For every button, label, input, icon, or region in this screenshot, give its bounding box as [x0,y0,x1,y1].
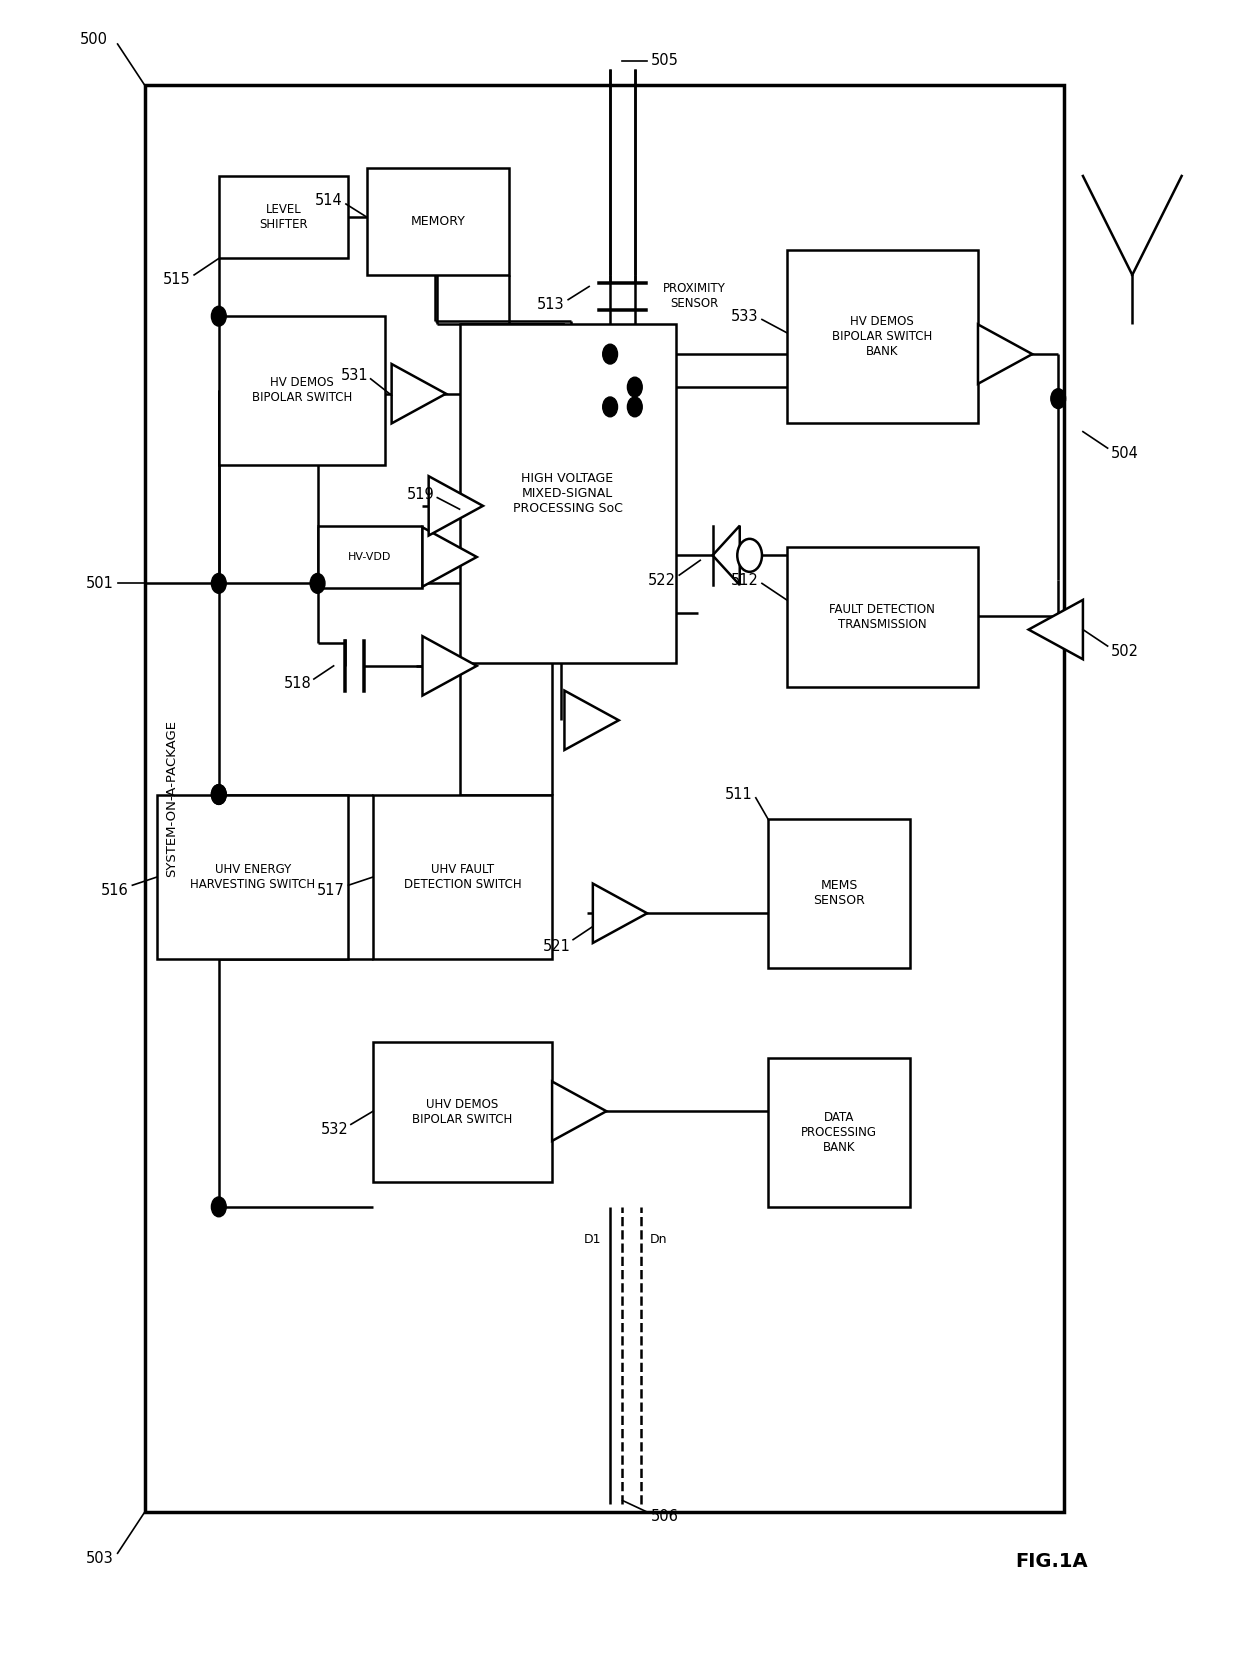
Text: 512: 512 [730,573,758,588]
Text: UHV FAULT
DETECTION SWITCH: UHV FAULT DETECTION SWITCH [404,862,522,890]
Text: HV DEMOS
BIPOLAR SWITCH: HV DEMOS BIPOLAR SWITCH [252,376,352,404]
Polygon shape [593,884,647,943]
Text: 514: 514 [315,194,342,209]
Circle shape [211,784,226,804]
Text: 504: 504 [1111,445,1140,460]
Polygon shape [552,1081,606,1140]
Text: FIG.1A: FIG.1A [1016,1552,1087,1571]
Bar [367,167,508,275]
Polygon shape [1029,599,1083,659]
Polygon shape [423,636,477,695]
Bar [373,794,552,960]
Text: PROXIMITY
SENSOR: PROXIMITY SENSOR [663,283,727,311]
Text: 515: 515 [162,273,191,288]
Polygon shape [564,690,619,750]
Bar [145,86,1064,1513]
Text: 516: 516 [100,882,129,897]
Text: MEMORY: MEMORY [410,215,465,228]
Text: 533: 533 [730,309,758,324]
Text: 532: 532 [321,1122,348,1137]
Polygon shape [392,364,446,424]
Text: 503: 503 [86,1551,114,1566]
Circle shape [211,1197,226,1216]
Text: 519: 519 [407,487,435,501]
Text: UHV DEMOS
BIPOLAR SWITCH: UHV DEMOS BIPOLAR SWITCH [413,1097,512,1125]
Text: HV-VDD: HV-VDD [348,553,392,563]
Text: 500: 500 [79,31,108,46]
Text: Dn: Dn [650,1233,667,1246]
Polygon shape [978,324,1033,384]
Bar [218,175,348,258]
Text: SYSTEM-ON-A-PACKAGE: SYSTEM-ON-A-PACKAGE [165,720,179,877]
Bar [157,794,348,960]
Text: 518: 518 [284,677,311,692]
Circle shape [627,377,642,397]
Bar [218,316,386,465]
Circle shape [603,344,618,364]
Text: 517: 517 [317,882,345,897]
Text: MEMS
SENSOR: MEMS SENSOR [813,879,866,907]
Circle shape [1050,389,1065,409]
Circle shape [603,397,618,417]
Text: 522: 522 [647,573,676,588]
Text: HV DEMOS
BIPOLAR SWITCH
BANK: HV DEMOS BIPOLAR SWITCH BANK [832,316,932,357]
Polygon shape [429,477,482,536]
Bar [786,548,978,687]
Bar [317,526,423,588]
Text: DATA
PROCESSING
BANK: DATA PROCESSING BANK [801,1111,877,1154]
Text: 506: 506 [651,1509,678,1524]
Text: LEVEL
SHIFTER: LEVEL SHIFTER [259,204,308,232]
Circle shape [211,574,226,592]
Bar [768,819,910,968]
Text: FAULT DETECTION
TRANSMISSION: FAULT DETECTION TRANSMISSION [830,602,935,631]
Text: 501: 501 [86,576,114,591]
Circle shape [211,306,226,326]
Text: 502: 502 [1111,644,1140,659]
Text: 511: 511 [724,788,753,803]
Text: 513: 513 [537,298,564,313]
Bar [768,1059,910,1206]
Text: HIGH VOLTAGE
MIXED-SIGNAL
PROCESSING SoC: HIGH VOLTAGE MIXED-SIGNAL PROCESSING SoC [512,472,622,515]
Circle shape [211,784,226,804]
Circle shape [310,574,325,592]
Text: UHV ENERGY
HARVESTING SWITCH: UHV ENERGY HARVESTING SWITCH [190,862,315,890]
Circle shape [627,397,642,417]
Text: 521: 521 [543,938,570,953]
Bar [786,250,978,424]
Text: D1: D1 [584,1233,601,1246]
Bar [460,324,676,662]
Bar [373,1043,552,1182]
Circle shape [738,540,761,573]
Polygon shape [423,528,477,586]
Text: 505: 505 [651,53,678,68]
Text: 531: 531 [341,367,368,382]
Polygon shape [713,526,740,584]
